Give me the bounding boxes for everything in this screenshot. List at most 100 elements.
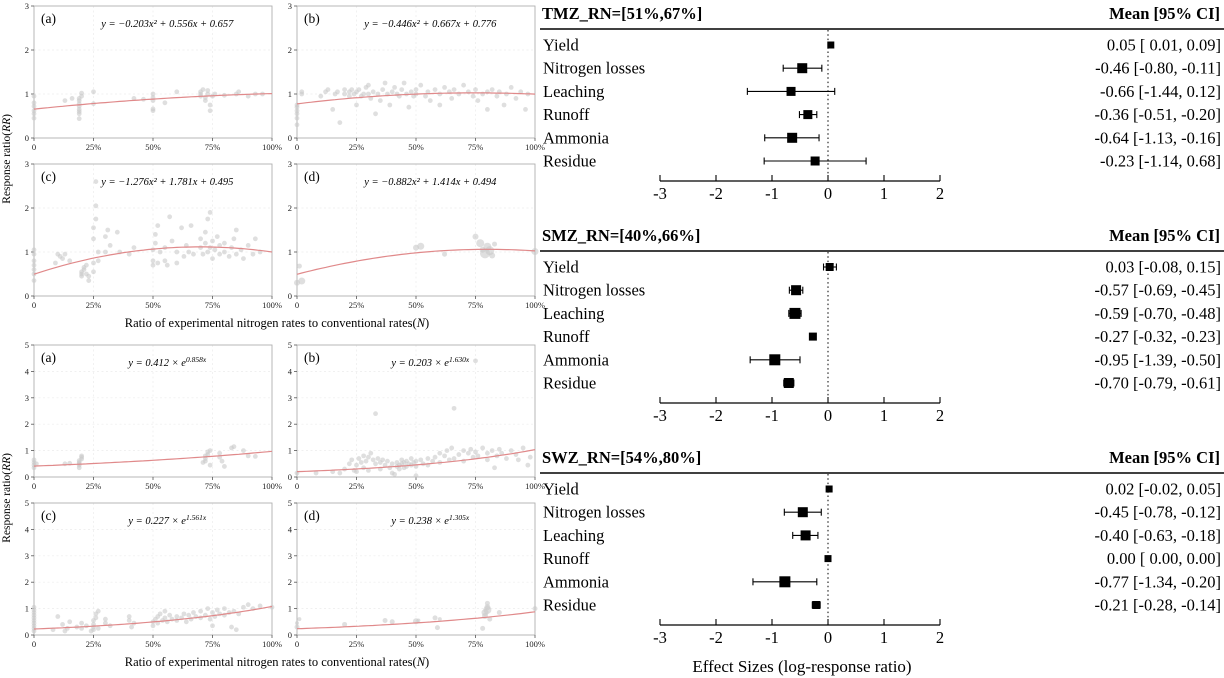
row-label: Yield <box>543 258 579 277</box>
fit-equation: y = 0.203 × e1.630x <box>390 355 470 369</box>
forest-title: TMZ_RN=[51%,67%] <box>542 4 703 23</box>
gridlines <box>297 503 535 635</box>
svg-text:50%: 50% <box>408 300 424 310</box>
forest-plot-tmz: Yield 0.05 [ 0.01, 0.09] Nitrogen losses -0… <box>540 28 1224 203</box>
svg-text:0: 0 <box>824 628 832 647</box>
svg-text:1: 1 <box>288 446 292 456</box>
gridlines <box>297 164 535 296</box>
gridlines <box>297 345 535 477</box>
svg-text:4: 4 <box>288 366 293 376</box>
row-label: Runoff <box>543 105 590 124</box>
svg-text:75%: 75% <box>205 300 221 310</box>
scatter-panel-exp-d: 0 25% 50% 75% 100% 0 1 2 3 4 5 (d) y = 0.238 × e1.30… <box>288 498 545 649</box>
svg-text:-2: -2 <box>709 184 723 203</box>
row-label: Residue <box>543 152 596 171</box>
svg-text:-3: -3 <box>653 406 667 425</box>
mean-marker <box>797 507 808 518</box>
y-axis-label: Response ratio(RR) <box>1 114 13 204</box>
row-label: Nitrogen losses <box>543 59 645 78</box>
scatter-panel-exp-c: 0 25% 50% 75% 100% 0 1 2 3 4 5 (c) y = 0.227 × e1.56… <box>25 498 282 649</box>
scatter-group-quadratic: Response ratio(RR) 0 25% 50% 75% 100% 0 1 2 3 (a)… <box>0 0 545 339</box>
svg-text:25%: 25% <box>86 639 102 649</box>
mean-marker <box>787 132 798 143</box>
svg-text:0: 0 <box>288 472 292 482</box>
svg-text:-1: -1 <box>765 406 779 425</box>
svg-text:50%: 50% <box>145 300 161 310</box>
scatter-points <box>31 444 258 471</box>
forest-column: Yield 0.05 [ 0.01, 0.09] Nitrogen losses -0… <box>540 0 1224 678</box>
forest-column-header: Mean [95% CI] <box>1109 448 1220 467</box>
svg-text:-2: -2 <box>709 628 723 647</box>
svg-text:-1: -1 <box>765 184 779 203</box>
svg-text:-3: -3 <box>653 628 667 647</box>
scatter-points <box>31 87 265 122</box>
svg-text:75%: 75% <box>468 481 484 491</box>
mean-marker <box>803 110 813 120</box>
panel-letter: (d) <box>304 508 320 523</box>
svg-text:1: 1 <box>880 406 888 425</box>
svg-text:2: 2 <box>288 45 292 55</box>
panel-letter: (a) <box>41 350 56 365</box>
svg-text:1: 1 <box>25 247 29 257</box>
mean-marker <box>789 307 801 319</box>
svg-text:0: 0 <box>25 630 29 640</box>
svg-text:3: 3 <box>288 551 292 561</box>
svg-text:3: 3 <box>288 159 292 169</box>
fit-line <box>33 605 273 630</box>
svg-text:50%: 50% <box>408 142 424 152</box>
svg-text:3: 3 <box>288 393 292 403</box>
svg-text:100%: 100% <box>262 481 282 491</box>
row-value: -0.66 [-1.44, 0.12] <box>1100 82 1221 101</box>
x-axis-label: Ratio of experimental nitrogen rates to … <box>14 655 540 676</box>
axis-ticks: 0 25% 50% 75% 100% 0 1 2 3 <box>25 159 282 310</box>
svg-text:50%: 50% <box>145 639 161 649</box>
svg-text:2: 2 <box>25 577 29 587</box>
row-label: Ammonia <box>543 128 610 147</box>
svg-text:2: 2 <box>288 419 292 429</box>
svg-text:2: 2 <box>25 45 29 55</box>
scatter-points <box>294 358 533 479</box>
svg-text:0: 0 <box>288 630 292 640</box>
row-label: Leaching <box>543 82 604 101</box>
panel-letter: (a) <box>41 11 56 26</box>
svg-text:0: 0 <box>288 133 292 143</box>
row-value: -0.21 [-0.28, -0.14] <box>1095 596 1221 615</box>
svg-text:25%: 25% <box>349 142 365 152</box>
row-label: Residue <box>543 374 596 393</box>
svg-text:1: 1 <box>25 89 29 99</box>
svg-text:50%: 50% <box>408 639 424 649</box>
forest-axis: -3 -2 -1 0 1 2 <box>653 397 944 425</box>
scatter-points <box>294 600 538 631</box>
panels-area: 0 25% 50% 75% 100% 0 1 2 3 4 5 (a) y = 0.412 × e0.85… <box>14 339 545 678</box>
panel-grid: 0 25% 50% 75% 100% 0 1 2 3 4 5 (a) y = 0.412 × e0.85… <box>14 339 545 655</box>
mean-marker <box>800 530 811 541</box>
forest-plot-swz: Yield 0.02 [-0.02, 0.05] Nitrogen losses -0… <box>540 472 1224 647</box>
scatter-points <box>294 80 531 128</box>
scatter-panel-exp-a: 0 25% 50% 75% 100% 0 1 2 3 4 5 (a) y = 0.412 × e0.85… <box>25 340 282 491</box>
svg-text:2: 2 <box>288 577 292 587</box>
scatter-panel-quad-b: 0 25% 50% 75% 100% 0 1 2 3 (b) y = −0.446x² + 0.66… <box>288 1 545 152</box>
scatter-panel-quad-a: 0 25% 50% 75% 100% 0 1 2 3 (a) y = −0.203x² + 0.55… <box>25 1 282 152</box>
svg-text:100%: 100% <box>525 481 545 491</box>
scatter-panel-exp-b: 0 25% 50% 75% 100% 0 1 2 3 4 5 (b) y = 0.203 × e1.63… <box>288 340 545 491</box>
svg-text:0: 0 <box>824 406 832 425</box>
axis-ticks: 0 25% 50% 75% 100% 0 1 2 3 4 5 <box>25 340 282 491</box>
svg-text:0: 0 <box>32 481 36 491</box>
row-value: -0.64 [-1.13, -0.16] <box>1095 128 1221 147</box>
svg-text:3: 3 <box>25 551 29 561</box>
forest-section-tmz: Yield 0.05 [ 0.01, 0.09] Nitrogen losses -0… <box>540 0 1224 222</box>
svg-text:75%: 75% <box>205 639 221 649</box>
mean-marker <box>786 86 796 96</box>
forest-column-header: Mean [95% CI] <box>1109 4 1220 23</box>
row-label: Leaching <box>543 304 604 323</box>
mean-marker <box>825 263 834 271</box>
y-axis-label-area: Response ratio(RR) <box>0 339 14 678</box>
svg-text:0: 0 <box>32 300 36 310</box>
fit-line <box>296 611 536 630</box>
row-value: 0.00 [ 0.00, 0.00] <box>1107 549 1221 568</box>
fit-line <box>33 93 273 110</box>
scatter-column: Response ratio(RR) 0 25% 50% 75% 100% 0 1 2 3 (a)… <box>0 0 545 678</box>
svg-text:2: 2 <box>936 406 944 425</box>
row-value: -0.46 [-0.80, -0.11] <box>1095 59 1221 78</box>
axis-ticks: 0 25% 50% 75% 100% 0 1 2 3 <box>288 1 545 152</box>
